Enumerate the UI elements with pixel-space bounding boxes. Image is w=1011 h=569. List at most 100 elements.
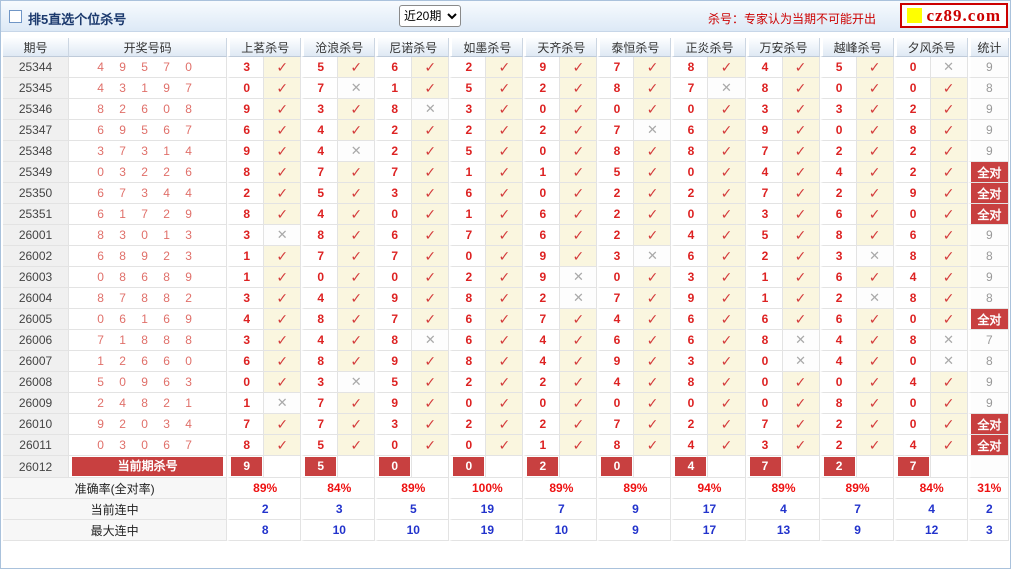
- kill-number: 2: [819, 141, 857, 162]
- kill-number: 0: [597, 99, 635, 120]
- period-cell: 26011: [3, 435, 70, 456]
- stat-cell: 8: [967, 351, 1009, 372]
- check-icon: ✓: [486, 141, 524, 162]
- period-cell: 26007: [3, 351, 70, 372]
- kill-number: 0: [893, 78, 931, 99]
- kill-number: 8: [893, 246, 931, 267]
- kill-number: 6: [893, 225, 931, 246]
- kill-number: 7: [301, 414, 339, 435]
- check-icon: ✓: [708, 435, 746, 456]
- x-icon: ✕: [856, 246, 894, 267]
- check-icon: ✓: [782, 141, 820, 162]
- check-icon: ✓: [634, 351, 672, 372]
- kill-number: 2: [449, 267, 487, 288]
- check-icon: ✓: [486, 204, 524, 225]
- kill-number: 7: [301, 78, 339, 99]
- kill-number: 7: [301, 393, 339, 414]
- current-kill-number-cell: 0: [597, 456, 635, 478]
- kill-number: 8: [301, 225, 339, 246]
- period-range-select[interactable]: 近20期: [399, 5, 461, 27]
- kill-number: 1: [375, 78, 413, 99]
- check-icon: ✓: [782, 393, 820, 414]
- kill-number: 3: [301, 99, 339, 120]
- kill-number: 0: [671, 393, 709, 414]
- check-icon: ✓: [634, 393, 672, 414]
- kill-number: 4: [301, 120, 339, 141]
- kill-number: 3: [745, 204, 783, 225]
- empty-mark-cell: [412, 456, 450, 478]
- kill-number: 3: [597, 246, 635, 267]
- all-correct-badge: 全对: [967, 183, 1009, 204]
- check-icon: ✓: [856, 372, 894, 393]
- kill-number: 9: [375, 288, 413, 309]
- kill-number: 6: [745, 309, 783, 330]
- check-icon: ✓: [930, 246, 968, 267]
- check-icon: ✓: [412, 309, 450, 330]
- kill-number: 2: [819, 414, 857, 435]
- stat-cell: 9: [967, 99, 1009, 120]
- check-icon: ✓: [930, 183, 968, 204]
- kill-number: 0: [671, 204, 709, 225]
- kill-number: 6: [819, 267, 857, 288]
- column-header-expert-5: 天齐杀号: [523, 38, 598, 57]
- check-icon: ✓: [560, 309, 598, 330]
- draw-numbers: 6 8 9 2 3: [69, 246, 228, 267]
- kill-number: 4: [671, 435, 709, 456]
- check-icon: ✓: [708, 246, 746, 267]
- empty-mark-cell: [634, 456, 672, 478]
- period-cell: 25347: [3, 120, 70, 141]
- table-row: 26002 6 8 9 2 3 1 ✓ 7 ✓ 7 ✓ 0 ✓ 9 ✓ 3 ✕ 6 ✓ 2 ✓ 3 ✕ 8 ✓ 8: [3, 246, 1009, 267]
- check-icon: ✓: [486, 330, 524, 351]
- kill-number: 3: [819, 99, 857, 120]
- kill-number: 0: [449, 246, 487, 267]
- check-icon: ✓: [264, 330, 302, 351]
- check-icon: ✓: [708, 372, 746, 393]
- filter-checkbox[interactable]: [9, 10, 22, 23]
- draw-numbers: 7 1 8 8 8: [69, 330, 228, 351]
- current-kill-number: 2: [527, 457, 559, 476]
- x-icon: ✕: [560, 267, 598, 288]
- kill-number: 1: [745, 267, 783, 288]
- accuracy-value: 100%: [449, 478, 524, 499]
- check-icon: ✓: [338, 246, 376, 267]
- kill-number: 2: [893, 99, 931, 120]
- check-icon: ✓: [930, 267, 968, 288]
- current-kill-banner-label: 当前期杀号: [72, 457, 224, 476]
- kill-number: 8: [597, 435, 635, 456]
- check-icon: ✓: [560, 183, 598, 204]
- check-icon: ✓: [486, 309, 524, 330]
- kill-number: 0: [893, 204, 931, 225]
- kill-number: 4: [597, 372, 635, 393]
- x-icon: ✕: [930, 57, 968, 78]
- kill-number: 4: [893, 267, 931, 288]
- check-icon: ✓: [338, 204, 376, 225]
- draw-numbers: 9 2 0 3 4: [69, 414, 228, 435]
- x-icon: ✕: [930, 351, 968, 372]
- kill-number: 7: [597, 414, 635, 435]
- all-correct-badge: 全对: [967, 204, 1009, 225]
- empty-mark-cell: [782, 456, 820, 478]
- current-kill-number-cell: 2: [819, 456, 857, 478]
- check-icon: ✓: [412, 78, 450, 99]
- streak-value: 2: [227, 499, 302, 520]
- current-kill-banner-cell: 当前期杀号: [69, 456, 228, 478]
- streak-value: 5: [375, 499, 450, 520]
- check-icon: ✓: [634, 309, 672, 330]
- streak-value: 7: [523, 499, 598, 520]
- kill-number: 9: [597, 351, 635, 372]
- kill-number: 7: [227, 414, 265, 435]
- kill-number: 0: [523, 99, 561, 120]
- current-kill-number: 0: [379, 457, 411, 476]
- kill-number: 0: [893, 57, 931, 78]
- kill-number: 2: [819, 183, 857, 204]
- check-icon: ✓: [412, 414, 450, 435]
- check-icon: ✓: [634, 267, 672, 288]
- check-icon: ✓: [634, 141, 672, 162]
- kill-number: 2: [523, 414, 561, 435]
- kill-number: 2: [523, 78, 561, 99]
- kill-number: 9: [523, 57, 561, 78]
- column-header-draw-numbers: 开奖号码: [69, 38, 228, 57]
- site-logo[interactable]: cz89.com: [900, 3, 1008, 28]
- kill-number: 0: [227, 372, 265, 393]
- current-kill-number: 0: [601, 457, 633, 476]
